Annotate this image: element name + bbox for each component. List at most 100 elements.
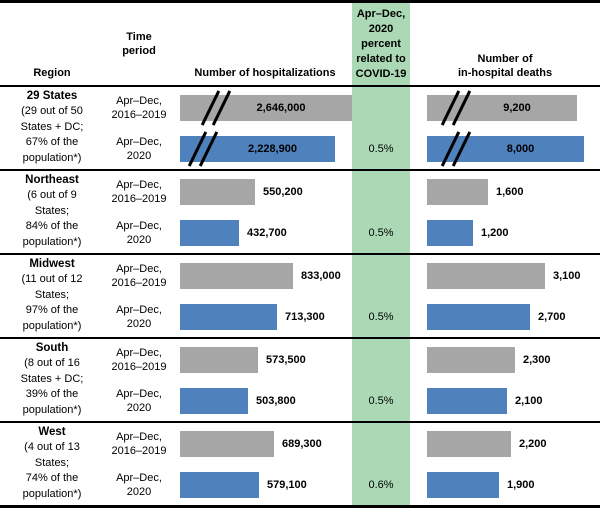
deaths-bar-2020 bbox=[427, 471, 499, 498]
axis-break-icon bbox=[440, 89, 472, 127]
bar-value-label: 2,200 bbox=[519, 437, 547, 450]
deaths-bar-2016-2019 bbox=[427, 346, 515, 373]
deaths-bar-2016-2019 bbox=[427, 430, 511, 457]
section-midwest: Midwest (11 out of 12 States; 97% of the… bbox=[0, 255, 600, 339]
bar-value-label: 432,700 bbox=[247, 226, 287, 239]
region-detail: (11 out of 12 States; 97% of the populat… bbox=[21, 273, 83, 332]
deaths-bar-2020 bbox=[427, 219, 473, 246]
time-period-label: Apr–Dec, 2016–2019 bbox=[111, 178, 167, 205]
covid-percent-value: 0.5% bbox=[368, 310, 394, 323]
axis-break-icon bbox=[440, 130, 472, 168]
deaths-barline: 9,200 bbox=[427, 89, 577, 126]
bar-value-label: 689,300 bbox=[282, 437, 322, 450]
hospitalizations-barline: 689,300 bbox=[180, 430, 322, 457]
hospitalizations-barline: 2,646,000 bbox=[180, 89, 352, 126]
region-name: Midwest bbox=[29, 258, 75, 270]
hospitalizations-bar-2020: 2,228,900 bbox=[180, 130, 335, 167]
bar-row-2020: Apr–Dec, 2020 2,228,900 0.5% 8,000 bbox=[0, 128, 600, 169]
hospitalizations-barline: 833,000 bbox=[180, 262, 341, 289]
hospitalizations-barline: 573,500 bbox=[180, 346, 306, 373]
region-label: West (4 out of 13 States; 74% of the pop… bbox=[0, 425, 104, 502]
hospitalizations-barline: 432,700 bbox=[180, 219, 287, 246]
region-detail: (6 out of 9 States; 84% of the populatio… bbox=[22, 189, 82, 248]
column-header-time-period: Time period bbox=[122, 31, 156, 57]
hospitalizations-bar-2016-2019 bbox=[180, 430, 274, 457]
bar-row-2020: Apr–Dec, 2020 579,100 0.6% 1,900 bbox=[0, 464, 600, 505]
time-period-label: Apr–Dec, 2016–2019 bbox=[111, 262, 167, 289]
section-south: South (8 out of 16 States + DC; 39% of t… bbox=[0, 339, 600, 423]
time-period-label: Apr–Dec, 2016–2019 bbox=[111, 430, 167, 457]
bar-value-label: 2,228,900 bbox=[248, 142, 297, 155]
column-header-deaths: Number of in-hospital deaths bbox=[457, 53, 553, 79]
time-period-label: Apr–Dec, 2016–2019 bbox=[111, 94, 167, 121]
region-detail: (29 out of 50 States + DC; 67% of the po… bbox=[20, 105, 84, 164]
hospitalizations-bar-2016-2019 bbox=[180, 262, 293, 289]
bar-row-2016-2019: Apr–Dec, 2016–2019 2,646,000 9,200 bbox=[0, 87, 600, 128]
hospitalizations-bar-2020 bbox=[180, 471, 259, 498]
time-period-label: Apr–Dec, 2016–2019 bbox=[111, 346, 167, 373]
bar-value-label: 550,200 bbox=[263, 185, 303, 198]
deaths-bar-2020 bbox=[427, 387, 507, 414]
header-divider bbox=[0, 85, 600, 87]
bar-row-2016-2019: Apr–Dec, 2016–2019 573,500 2,300 bbox=[0, 339, 600, 380]
region-label: Northeast (6 out of 9 States; 84% of the… bbox=[0, 173, 104, 250]
column-header-region: Region bbox=[33, 67, 71, 79]
region-detail: (4 out of 13 States; 74% of the populati… bbox=[22, 441, 82, 500]
hospitalizations-barline: 2,228,900 bbox=[180, 130, 335, 167]
hospitalizations-bar-2016-2019 bbox=[180, 178, 255, 205]
column-header-hospitalizations: Number of hospitalizations bbox=[194, 67, 336, 79]
covid-percent-value: 0.5% bbox=[368, 142, 394, 155]
bar-value-label: 2,300 bbox=[523, 353, 551, 366]
time-period-label: Apr–Dec, 2020 bbox=[116, 135, 162, 162]
axis-break-icon bbox=[200, 89, 232, 127]
region-detail: (8 out of 16 States + DC; 39% of the pop… bbox=[20, 357, 84, 416]
axis-break-icon bbox=[187, 130, 219, 168]
section-29-states: 29 States (29 out of 50 States + DC; 67%… bbox=[0, 87, 600, 171]
bar-value-label: 833,000 bbox=[301, 269, 341, 282]
deaths-bar-2016-2019: 9,200 bbox=[427, 89, 577, 126]
section-northeast: Northeast (6 out of 9 States; 84% of the… bbox=[0, 171, 600, 255]
deaths-barline: 8,000 bbox=[427, 130, 584, 167]
time-period-label: Apr–Dec, 2020 bbox=[116, 219, 162, 246]
bar-value-label: 503,800 bbox=[256, 394, 296, 407]
bar-value-label: 579,100 bbox=[267, 478, 307, 491]
bar-row-2016-2019: Apr–Dec, 2016–2019 833,000 3,100 bbox=[0, 255, 600, 296]
table-bottom-border bbox=[0, 507, 600, 508]
deaths-barline: 2,200 bbox=[427, 430, 547, 457]
hospitalizations-bar-2016-2019 bbox=[180, 346, 258, 373]
time-period-label: Apr–Dec, 2020 bbox=[116, 471, 162, 498]
bar-value-label: 713,300 bbox=[285, 310, 325, 323]
bar-value-label: 1,600 bbox=[496, 185, 524, 198]
region-name: 29 States bbox=[26, 90, 78, 102]
bar-value-label: 1,200 bbox=[481, 226, 509, 239]
covid-percent-value: 0.6% bbox=[368, 478, 394, 491]
region-label: Midwest (11 out of 12 States; 97% of the… bbox=[0, 257, 104, 334]
bar-value-label: 3,100 bbox=[553, 269, 581, 282]
hospitalizations-barline: 503,800 bbox=[180, 387, 296, 414]
covid-percent-value: 0.5% bbox=[368, 226, 394, 239]
time-period-label: Apr–Dec, 2020 bbox=[116, 303, 162, 330]
deaths-barline: 3,100 bbox=[427, 262, 581, 289]
table-header: Region Time period Number of hospitaliza… bbox=[0, 3, 600, 85]
region-name: West bbox=[38, 426, 66, 438]
bar-row-2020: Apr–Dec, 2020 713,300 0.5% 2,700 bbox=[0, 296, 600, 337]
bar-value-label: 2,700 bbox=[538, 310, 566, 323]
hospitalizations-barline: 550,200 bbox=[180, 178, 303, 205]
bar-value-label: 2,646,000 bbox=[256, 101, 306, 114]
deaths-barline: 2,300 bbox=[427, 346, 551, 373]
bar-value-label: 1,900 bbox=[507, 478, 535, 491]
column-header-covid-percent: Apr–Dec, 2020 percent related to COVID-1… bbox=[355, 8, 407, 80]
bar-row-2016-2019: Apr–Dec, 2016–2019 550,200 1,600 bbox=[0, 171, 600, 212]
time-period-label: Apr–Dec, 2020 bbox=[116, 387, 162, 414]
covid-percent-value: 0.5% bbox=[368, 394, 394, 407]
section-west: West (4 out of 13 States; 74% of the pop… bbox=[0, 423, 600, 507]
region-label: 29 States (29 out of 50 States + DC; 67%… bbox=[0, 89, 104, 166]
region-name: South bbox=[35, 342, 69, 354]
deaths-bar-2020: 8,000 bbox=[427, 130, 584, 167]
deaths-barline: 2,700 bbox=[427, 303, 566, 330]
deaths-barline: 2,100 bbox=[427, 387, 543, 414]
hospitalizations-bar-2020 bbox=[180, 387, 248, 414]
deaths-bar-2016-2019 bbox=[427, 178, 488, 205]
region-name: Northeast bbox=[25, 174, 79, 186]
